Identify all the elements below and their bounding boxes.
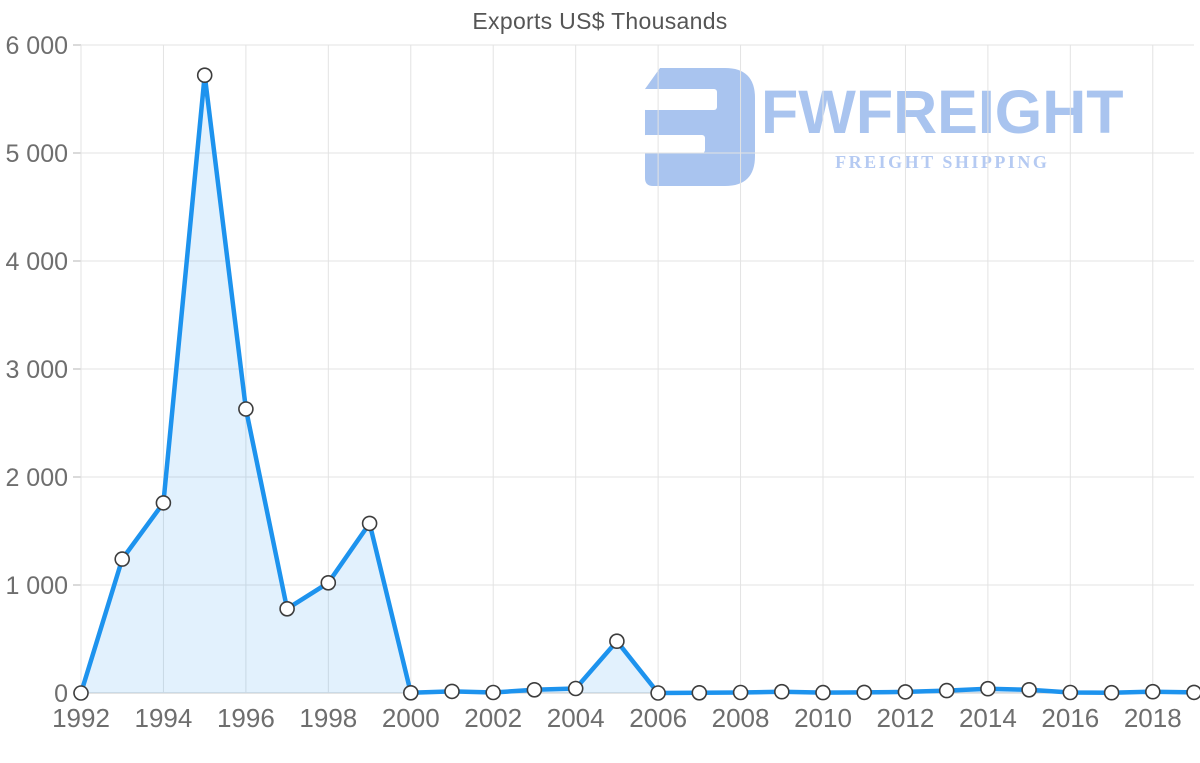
x-axis-label: 2016 xyxy=(1041,703,1099,733)
y-axis-label: 0 xyxy=(54,680,68,708)
y-axis-label: 6 000 xyxy=(5,32,68,60)
data-point-1998[interactable] xyxy=(320,574,337,591)
y-axis-label: 4 000 xyxy=(5,248,68,276)
data-point-2007[interactable] xyxy=(691,684,708,701)
data-point-2019[interactable] xyxy=(1186,684,1200,701)
x-axis-label: 2004 xyxy=(547,703,605,733)
x-axis-label: 1996 xyxy=(217,703,275,733)
data-point-2014[interactable] xyxy=(980,680,996,697)
data-point-1994[interactable] xyxy=(155,495,172,511)
logo-text-block: FWFREIGHT FREIGHT SHIPPING xyxy=(761,77,1124,173)
data-point-2008[interactable] xyxy=(732,684,749,701)
y-axis-label: 3 000 xyxy=(5,356,68,384)
x-axis-label: 2012 xyxy=(877,703,935,733)
x-axis-label: 2010 xyxy=(794,703,852,733)
data-point-2005[interactable] xyxy=(609,633,625,650)
data-point-1997[interactable] xyxy=(279,600,295,617)
x-axis-label: 2008 xyxy=(712,703,770,733)
data-point-1992[interactable] xyxy=(73,685,89,701)
x-axis-label: 2002 xyxy=(464,703,522,733)
logo-mark-icon xyxy=(643,68,755,186)
data-points xyxy=(73,67,1200,701)
data-point-2001[interactable] xyxy=(444,683,460,700)
x-axis-label: 2006 xyxy=(629,703,687,733)
y-axis-label: 2 000 xyxy=(5,464,68,492)
x-axis-label: 2000 xyxy=(382,703,440,733)
data-point-2013[interactable] xyxy=(938,682,955,699)
data-point-2006[interactable] xyxy=(650,685,666,701)
x-axis-label: 1992 xyxy=(52,703,110,733)
x-axis-label: 1998 xyxy=(299,703,357,733)
data-point-2000[interactable] xyxy=(402,684,419,701)
logo-tagline: FREIGHT SHIPPING xyxy=(835,151,1050,172)
data-point-2010[interactable] xyxy=(815,684,831,701)
data-point-1996[interactable] xyxy=(238,401,254,417)
fwfreight-logo: FWFREIGHT FREIGHT SHIPPING xyxy=(643,68,1124,186)
data-point-2004[interactable] xyxy=(567,680,584,697)
data-point-2009[interactable] xyxy=(773,683,790,700)
chart-title: Exports US$ Thousands xyxy=(472,8,728,34)
data-point-1993[interactable] xyxy=(114,551,130,567)
data-point-1999[interactable] xyxy=(361,515,378,532)
y-axis-label: 5 000 xyxy=(5,140,68,168)
x-axis-label: 2018 xyxy=(1124,703,1182,733)
data-point-2016[interactable] xyxy=(1062,684,1079,701)
data-point-2015[interactable] xyxy=(1021,681,1037,698)
data-point-2012[interactable] xyxy=(897,684,914,700)
x-axis-label: 2014 xyxy=(959,703,1017,733)
data-point-2017[interactable] xyxy=(1103,684,1120,701)
y-axis-label: 1 000 xyxy=(5,572,68,600)
fwfreight-logo-icon xyxy=(643,68,755,186)
logo-wordmark: FWFREIGHT xyxy=(761,77,1124,146)
data-point-2018[interactable] xyxy=(1145,683,1161,700)
axis-labels: 0 1 000 2 000 3 000 4 000 5 000 6 000 1992 1994 1… xyxy=(5,32,1181,733)
series-area-fill xyxy=(81,75,1194,693)
data-point-1995[interactable] xyxy=(196,67,213,83)
series-line xyxy=(78,72,1197,696)
x-axis-label: 1994 xyxy=(135,703,193,733)
data-point-2002[interactable] xyxy=(485,684,502,701)
data-point-2003[interactable] xyxy=(526,681,543,698)
data-point-2011[interactable] xyxy=(856,684,873,701)
